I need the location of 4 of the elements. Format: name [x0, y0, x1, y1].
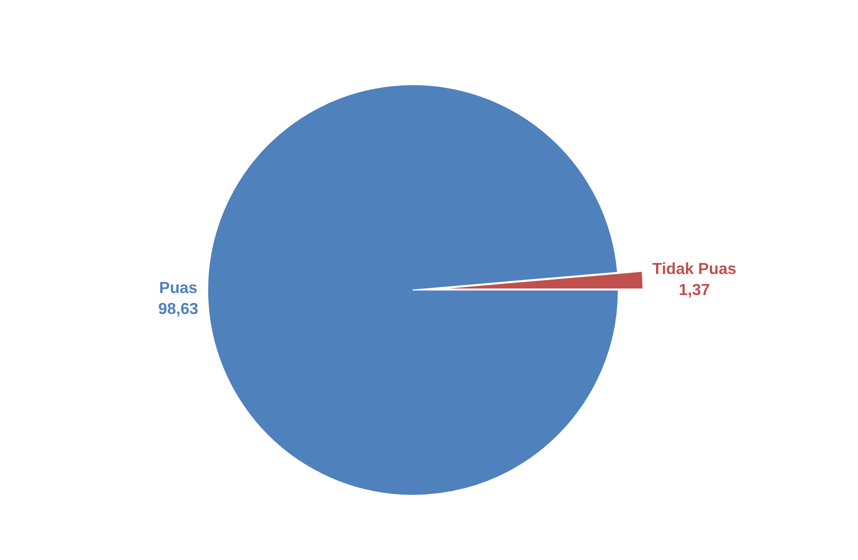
- data-label: 1,37: [678, 282, 710, 299]
- data-label: 98,63: [158, 300, 198, 318]
- slice-label: Puas: [159, 280, 198, 297]
- slice-label: Tidak Puas: [652, 261, 737, 278]
